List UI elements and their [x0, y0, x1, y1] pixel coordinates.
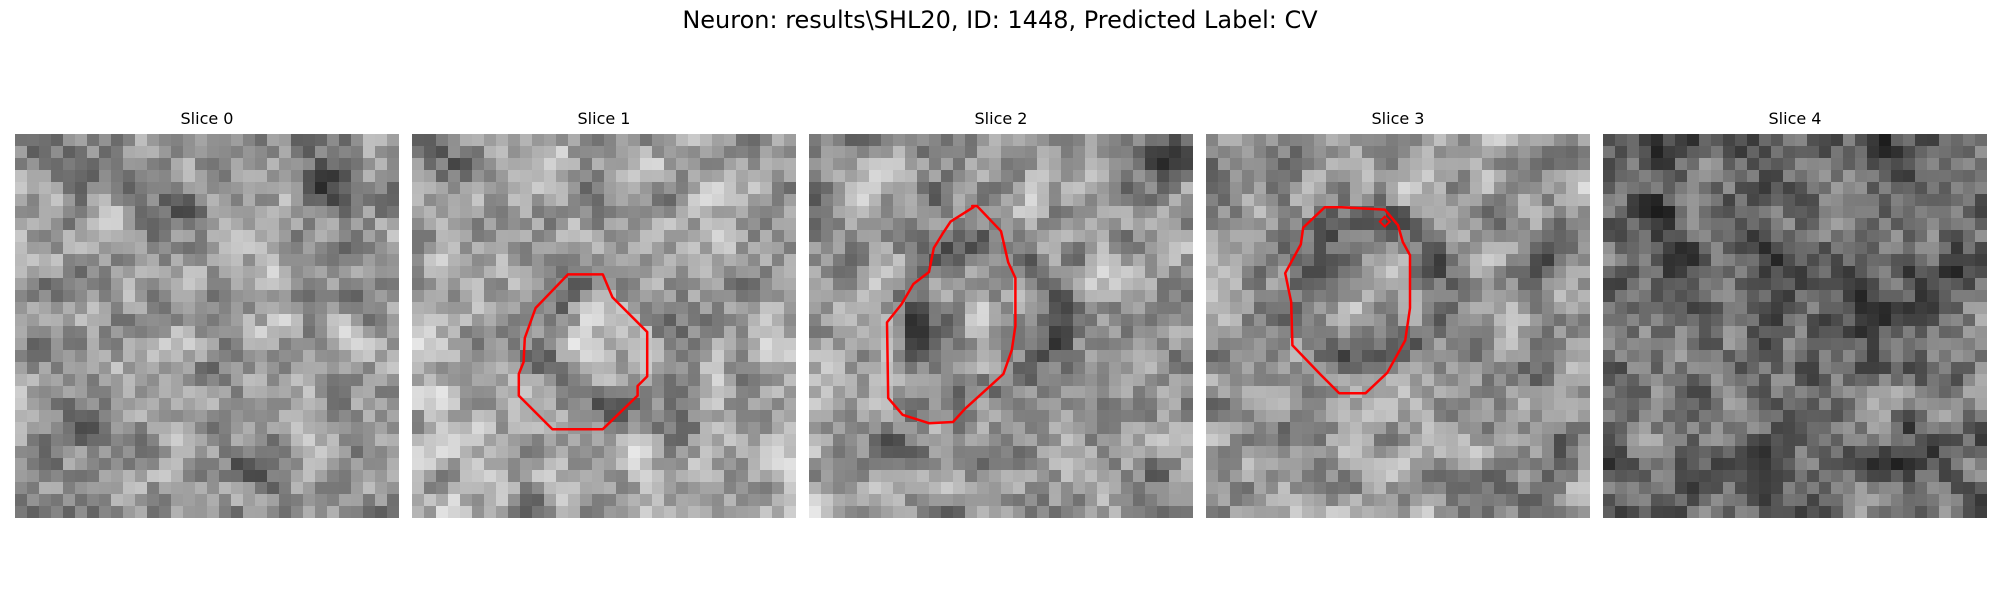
slice-title-3: Slice 3 — [1371, 109, 1425, 128]
slice-title-1: Slice 1 — [577, 109, 631, 128]
slice-image-1 — [412, 134, 796, 518]
slice-panel-1: Slice 1 — [412, 109, 796, 519]
slice-panel-2: Slice 2 — [809, 109, 1193, 519]
cell-contour — [1283, 205, 1412, 395]
slice-panel-4: Slice 4 — [1603, 109, 1987, 519]
figure-title: Neuron: results\SHL20, ID: 1448, Predict… — [682, 6, 1318, 34]
slice-panel-0: Slice 0 — [15, 109, 399, 519]
slice-image-4 — [1603, 134, 1987, 518]
slice-title-0: Slice 0 — [180, 109, 234, 128]
slice-panel-3: Slice 3 — [1206, 109, 1590, 519]
slice-image-2 — [809, 134, 1193, 518]
cell-contour — [885, 204, 1017, 425]
slice-title-4: Slice 4 — [1768, 109, 1822, 128]
slice-title-2: Slice 2 — [974, 109, 1028, 128]
cell-contour — [517, 273, 649, 431]
slice-image-0 — [15, 134, 399, 518]
small-contour — [1378, 215, 1392, 229]
slice-image-3 — [1206, 134, 1590, 518]
